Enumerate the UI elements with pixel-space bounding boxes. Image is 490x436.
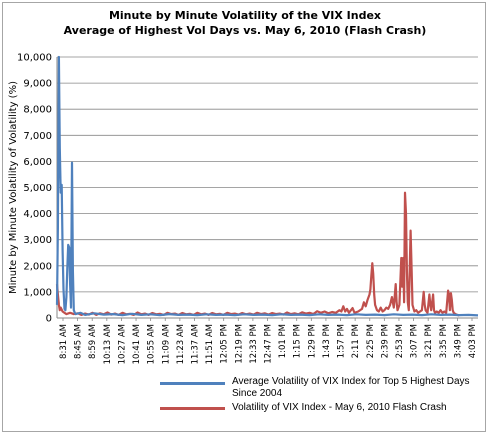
legend-swatch-blue <box>160 382 225 385</box>
x-tick-label: 2:25 PM <box>366 324 376 358</box>
y-tick-label: 8,000 <box>23 105 52 116</box>
y-axis-label: Minute by Minute Volatility of Volatilit… <box>8 81 19 294</box>
y-tick-label: 3,000 <box>23 235 52 246</box>
x-tick-label: 1:57 PM <box>337 324 347 358</box>
axes <box>56 57 478 321</box>
y-tick-label: 9,000 <box>23 79 52 90</box>
x-tick-label: 1:29 PM <box>307 324 317 358</box>
x-tick-label: 12:33 PM <box>249 324 259 364</box>
x-tick-label: 12:47 PM <box>264 324 274 364</box>
series-line-1 <box>55 55 479 317</box>
chart-title: Minute by Minute Volatility of the VIX I… <box>108 9 382 22</box>
y-tick-labels: 0 1,000 2,000 3,000 4,000 5,000 6,000 7,000 8,00… <box>17 53 52 325</box>
y-tick-label: 0 <box>46 314 52 325</box>
x-tick-label: 4:03 PM <box>468 324 478 358</box>
y-tick-label: 6,000 <box>23 157 52 168</box>
x-tick-labels: 8:31 AM 8:45 AM 8:59 AM 10:13 AM 10:27 AM 10:… <box>59 324 478 364</box>
x-tick-label: 3:21 PM <box>424 324 434 358</box>
x-tick-label: 3:49 PM <box>453 324 463 358</box>
y-tick-label: 1,000 <box>23 287 52 298</box>
x-tick-label: 3:35 PM <box>439 324 449 358</box>
series-line-2 <box>55 191 460 317</box>
x-tick-label: 2:39 PM <box>380 324 390 358</box>
x-tick-label: 12:19 PM <box>234 324 244 364</box>
x-tick-label: 12:05 PM <box>220 324 230 364</box>
x-tick-label: 2:11 PM <box>351 324 361 358</box>
legend-label-series-1: Average Volatility of VIX Index for Top … <box>232 376 470 399</box>
x-tick-label: 10:13 AM <box>103 324 113 364</box>
legend-label-series-2: Volatility of VIX Index - May 6, 2010 Fl… <box>232 402 447 413</box>
x-tick-label: 3:07 PM <box>410 324 420 358</box>
gridlines <box>57 56 478 293</box>
y-tick-label: 4,000 <box>23 209 52 220</box>
y-tick-label: 10,000 <box>17 53 52 64</box>
x-tick-label: 1:43 PM <box>322 324 332 358</box>
x-tick-label: 2:53 PM <box>395 324 405 358</box>
x-tick-label: 11:51 AM <box>205 324 215 364</box>
x-tick-label: 8:45 AM <box>74 324 84 359</box>
y-tick-label: 7,000 <box>23 131 52 142</box>
y-tick-label: 5,000 <box>23 183 52 194</box>
x-tick-label: 1:01 PM <box>278 324 288 358</box>
x-tick-label: 11:23 AM <box>176 324 186 364</box>
legend-swatch-red <box>160 407 225 410</box>
x-tick-label: 11:37 AM <box>190 324 200 364</box>
y-tick-label: 2,000 <box>23 261 52 272</box>
x-tick-label: 10:55 AM <box>147 324 157 364</box>
x-tick-label: 11:09 AM <box>161 324 171 364</box>
series-lines <box>55 55 479 317</box>
x-tick-label: 10:41 AM <box>132 324 142 364</box>
x-tick-label: 8:31 AM <box>59 324 69 359</box>
x-tick-label: 10:27 AM <box>117 324 127 364</box>
x-tick-label: 1:15 PM <box>293 324 303 358</box>
chart-subtitle: Average of Highest Vol Days vs. May 6, 2… <box>63 24 427 37</box>
x-tick-label: 8:59 AM <box>88 324 98 359</box>
